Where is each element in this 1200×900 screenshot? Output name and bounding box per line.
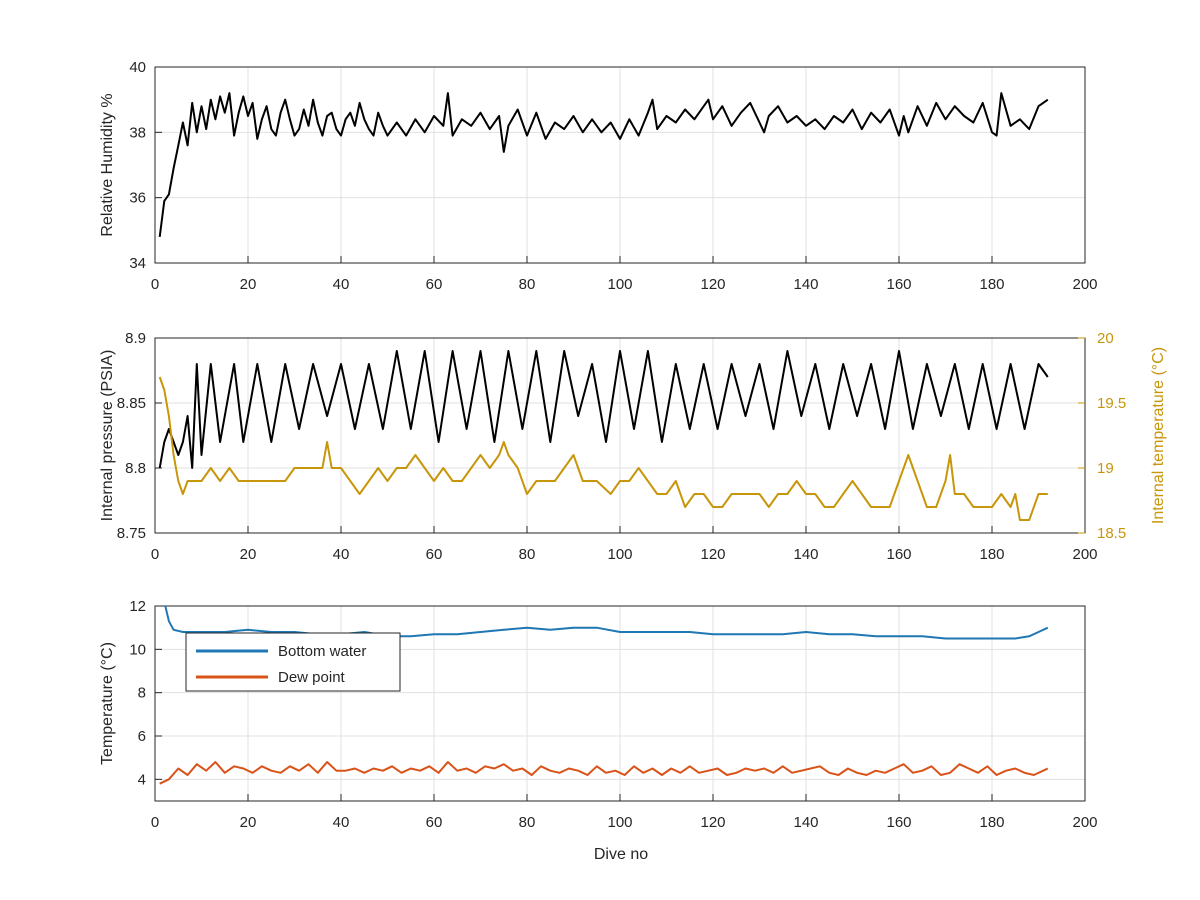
right-y-tick-label: 18.5 <box>1097 525 1126 542</box>
x-tick-label: 80 <box>519 276 536 293</box>
series-line-1-1 <box>158 92 1049 238</box>
x-tick-label: 0 <box>151 546 159 563</box>
y-tick-label: 4 <box>138 771 146 788</box>
series-line-bottom-water <box>164 606 1049 640</box>
right-y-axis-label: Internal temperature (°C) <box>1150 347 1167 524</box>
legend-label: Dew point <box>278 669 346 686</box>
chart-panel-1: 0 20 40 60 80 100 120 140 160 180 200 34 36 38 40 Relat… <box>99 59 1098 293</box>
x-tick-label: 200 <box>1072 546 1097 563</box>
x-tick-label: 100 <box>607 276 632 293</box>
y-axis-label: Relative Humidity % <box>99 93 116 236</box>
x-tick-label: 180 <box>979 276 1004 293</box>
panels: 0 20 40 60 80 100 120 140 160 180 20034363840Relat… <box>99 59 1167 831</box>
x-tick-label: 200 <box>1072 814 1097 831</box>
y-tick-label: 36 <box>129 190 146 207</box>
x-tick-label: 80 <box>519 814 536 831</box>
y-tick-label: 8.85 <box>117 395 146 412</box>
x-tick-label: 80 <box>519 546 536 563</box>
chart-panel-3: 0 20 40 60 80 100 120 140 160 180 200 4 6 8 10 12 Temper… <box>99 598 1098 831</box>
legend-label: Bottom water <box>278 643 366 660</box>
x-tick-label: 60 <box>426 814 443 831</box>
legend: Bottom water Dew point <box>185 632 401 692</box>
y-tick-label: 8.8 <box>125 460 146 477</box>
x-tick-label: 60 <box>426 546 443 563</box>
x-tick-label: 40 <box>333 546 350 563</box>
right-y-tick-label: 19 <box>1097 460 1114 477</box>
x-tick-label: 20 <box>240 546 257 563</box>
x-tick-label: 140 <box>793 546 818 563</box>
x-tick-label: 120 <box>700 814 725 831</box>
series-line-dew-point <box>159 761 1049 785</box>
y-tick-label: 38 <box>129 124 146 141</box>
y-tick-label: 34 <box>129 255 146 272</box>
y-tick-label: 6 <box>138 728 146 745</box>
y-tick-label: 12 <box>129 598 146 615</box>
series-line-2-2 <box>158 376 1048 521</box>
x-tick-label: 20 <box>240 814 257 831</box>
y-tick-label: 8 <box>138 685 146 702</box>
x-tick-label: 0 <box>151 276 159 293</box>
right-y-tick-label: 20 <box>1097 330 1114 347</box>
x-tick-label: 120 <box>700 546 725 563</box>
x-tick-label: 160 <box>886 546 911 563</box>
right-y-tick-label: 19.5 <box>1097 395 1126 412</box>
x-tick-label: 140 <box>793 814 818 831</box>
x-tick-label: 0 <box>151 814 159 831</box>
y-axis-label: Internal pressure (PSIA) <box>99 350 116 522</box>
x-tick-label: 160 <box>886 276 911 293</box>
y-tick-label: 8.9 <box>125 330 146 347</box>
legend-box <box>185 632 401 692</box>
series-line-2-1 <box>158 350 1049 469</box>
x-tick-label: 180 <box>979 546 1004 563</box>
x-tick-label: 180 <box>979 814 1004 831</box>
x-tick-label: 20 <box>240 276 257 293</box>
x-tick-label: 40 <box>333 276 350 293</box>
x-tick-label: 100 <box>607 546 632 563</box>
y-tick-label: 8.75 <box>117 525 146 542</box>
y-tick-label: 10 <box>129 641 146 658</box>
chart-panel-2: 0 20 40 60 80 100 120 140 160 180 200 8.75 8.8 8.85 8.… <box>99 330 1167 563</box>
x-tick-label: 40 <box>333 814 350 831</box>
x-tick-label: 200 <box>1072 276 1097 293</box>
x-tick-label: 60 <box>426 276 443 293</box>
x-tick-label: 100 <box>607 814 632 831</box>
figure-xlabel: Dive no <box>594 846 648 863</box>
y-axis-label: Temperature (°C) <box>99 642 116 765</box>
x-tick-label: 160 <box>886 814 911 831</box>
y-tick-label: 40 <box>129 59 146 76</box>
x-tick-label: 120 <box>700 276 725 293</box>
x-tick-label: 140 <box>793 276 818 293</box>
